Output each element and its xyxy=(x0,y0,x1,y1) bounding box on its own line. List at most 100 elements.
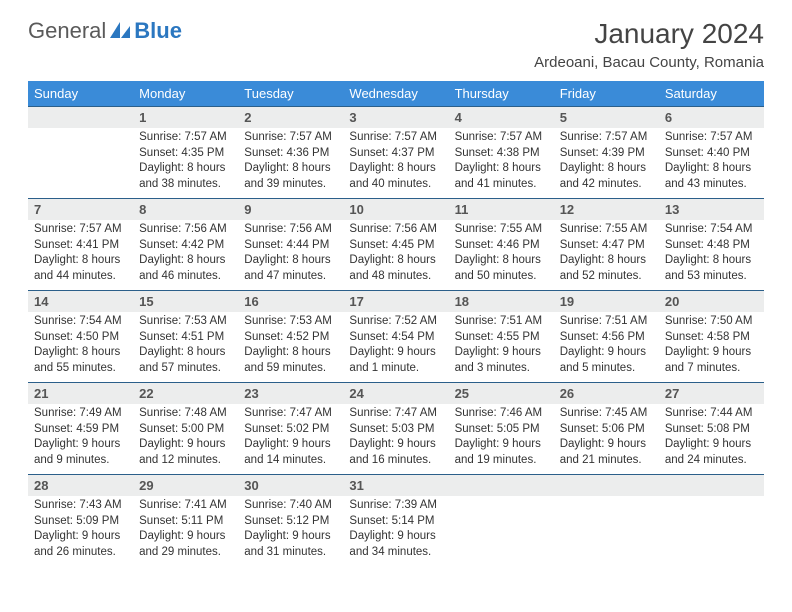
day-line: Daylight: 8 hours xyxy=(665,253,758,269)
day-line: and 52 minutes. xyxy=(560,269,653,285)
day-line: Sunset: 4:58 PM xyxy=(665,330,758,346)
day-number xyxy=(554,475,659,496)
day-line: and 5 minutes. xyxy=(560,361,653,377)
daynum-row: 21222324252627 xyxy=(28,383,764,404)
day-line: Sunset: 4:45 PM xyxy=(349,238,442,254)
day-number: 22 xyxy=(133,383,238,404)
day-line: Sunset: 4:42 PM xyxy=(139,238,232,254)
day-line: Daylight: 9 hours xyxy=(665,345,758,361)
day-line: and 24 minutes. xyxy=(665,453,758,469)
day-line: and 40 minutes. xyxy=(349,177,442,193)
day-number: 2 xyxy=(238,107,343,128)
day-line: Daylight: 8 hours xyxy=(349,161,442,177)
day-line: Daylight: 8 hours xyxy=(139,253,232,269)
day-line: and 34 minutes. xyxy=(349,545,442,561)
day-line: Sunset: 4:55 PM xyxy=(455,330,548,346)
day-line: Sunrise: 7:48 AM xyxy=(139,406,232,422)
day-content: Sunrise: 7:56 AMSunset: 4:42 PMDaylight:… xyxy=(133,220,238,290)
day-line: and 3 minutes. xyxy=(455,361,548,377)
day-line: Sunset: 5:12 PM xyxy=(244,514,337,530)
day-line: Daylight: 8 hours xyxy=(244,345,337,361)
day-line: and 31 minutes. xyxy=(244,545,337,561)
day-line: and 19 minutes. xyxy=(455,453,548,469)
day-line: Sunrise: 7:55 AM xyxy=(560,222,653,238)
day-content xyxy=(554,496,659,566)
day-line: Sunset: 4:41 PM xyxy=(34,238,127,254)
logo-sail-icon xyxy=(110,18,130,44)
day-line: Sunrise: 7:57 AM xyxy=(34,222,127,238)
day-line: Sunset: 4:37 PM xyxy=(349,146,442,162)
daycontent-row: Sunrise: 7:43 AMSunset: 5:09 PMDaylight:… xyxy=(28,496,764,566)
day-line: Daylight: 8 hours xyxy=(455,161,548,177)
day-content: Sunrise: 7:57 AMSunset: 4:40 PMDaylight:… xyxy=(659,128,764,198)
day-line: and 7 minutes. xyxy=(665,361,758,377)
day-content: Sunrise: 7:55 AMSunset: 4:46 PMDaylight:… xyxy=(449,220,554,290)
header: General Blue January 2024 xyxy=(28,18,764,50)
day-line: Sunset: 4:51 PM xyxy=(139,330,232,346)
day-line: Sunrise: 7:53 AM xyxy=(244,314,337,330)
day-number: 4 xyxy=(449,107,554,128)
calendar-header-cell: Tuesday xyxy=(238,81,343,106)
day-number xyxy=(449,475,554,496)
day-line: Daylight: 9 hours xyxy=(34,437,127,453)
day-line: Sunrise: 7:56 AM xyxy=(139,222,232,238)
day-line: Sunrise: 7:54 AM xyxy=(665,222,758,238)
day-content: Sunrise: 7:47 AMSunset: 5:03 PMDaylight:… xyxy=(343,404,448,474)
day-number: 11 xyxy=(449,199,554,220)
day-number xyxy=(659,475,764,496)
day-content: Sunrise: 7:43 AMSunset: 5:09 PMDaylight:… xyxy=(28,496,133,566)
day-line: Daylight: 9 hours xyxy=(560,437,653,453)
day-number: 20 xyxy=(659,291,764,312)
day-line: Daylight: 9 hours xyxy=(455,345,548,361)
day-content: Sunrise: 7:57 AMSunset: 4:36 PMDaylight:… xyxy=(238,128,343,198)
day-content: Sunrise: 7:41 AMSunset: 5:11 PMDaylight:… xyxy=(133,496,238,566)
day-line: Sunrise: 7:55 AM xyxy=(455,222,548,238)
logo-text-blue: Blue xyxy=(134,18,182,44)
day-line: Sunrise: 7:51 AM xyxy=(560,314,653,330)
day-content: Sunrise: 7:51 AMSunset: 4:56 PMDaylight:… xyxy=(554,312,659,382)
day-line: Daylight: 9 hours xyxy=(349,345,442,361)
day-line: Sunset: 5:11 PM xyxy=(139,514,232,530)
day-content: Sunrise: 7:57 AMSunset: 4:39 PMDaylight:… xyxy=(554,128,659,198)
day-content: Sunrise: 7:56 AMSunset: 4:44 PMDaylight:… xyxy=(238,220,343,290)
calendar-week: 28293031Sunrise: 7:43 AMSunset: 5:09 PMD… xyxy=(28,474,764,566)
calendar-week: 123456 Sunrise: 7:57 AM Sunset: 4:35 PM Day… xyxy=(28,106,764,198)
calendar-week: 14151617181920Sunrise: 7:54 AMSunset: 4:… xyxy=(28,290,764,382)
calendar-week: 78910111213Sunrise: 7:57 AMSunset: 4:41 … xyxy=(28,198,764,290)
day-content: Sunrise: 7:44 AMSunset: 5:08 PMDaylight:… xyxy=(659,404,764,474)
day-line: Daylight: 9 hours xyxy=(34,529,127,545)
calendar-header-cell: Monday xyxy=(133,81,238,106)
day-line: Sunrise: 7:57 AM xyxy=(665,130,758,146)
day-number: 30 xyxy=(238,475,343,496)
day-line: Daylight: 8 hours xyxy=(560,253,653,269)
day-line: Sunrise: 7:41 AM xyxy=(139,498,232,514)
day-content: Sunrise: 7:57 AMSunset: 4:38 PMDaylight:… xyxy=(449,128,554,198)
calendar-header-cell: Sunday xyxy=(28,81,133,106)
day-line: and 12 minutes. xyxy=(139,453,232,469)
calendar-header-row: SundayMondayTuesdayWednesdayThursdayFrid… xyxy=(28,81,764,106)
calendar-header-cell: Saturday xyxy=(659,81,764,106)
calendar-week: 21222324252627Sunrise: 7:49 AMSunset: 4:… xyxy=(28,382,764,474)
day-line: and 55 minutes. xyxy=(34,361,127,377)
day-line: Sunrise: 7:47 AM xyxy=(349,406,442,422)
day-content xyxy=(28,128,133,198)
daycontent-row: Sunrise: 7:54 AMSunset: 4:50 PMDaylight:… xyxy=(28,312,764,382)
day-content: Sunrise: 7:56 AMSunset: 4:45 PMDaylight:… xyxy=(343,220,448,290)
day-number xyxy=(28,107,133,128)
day-number: 17 xyxy=(343,291,448,312)
day-number: 8 xyxy=(133,199,238,220)
day-line: Sunset: 4:35 PM xyxy=(139,146,232,162)
day-number: 21 xyxy=(28,383,133,404)
day-line: Daylight: 9 hours xyxy=(139,437,232,453)
day-line: and 26 minutes. xyxy=(34,545,127,561)
day-content: Sunrise: 7:57 AMSunset: 4:37 PMDaylight:… xyxy=(343,128,448,198)
day-line: Sunset: 4:48 PM xyxy=(665,238,758,254)
day-line: Sunset: 5:09 PM xyxy=(34,514,127,530)
day-content: Sunrise: 7:39 AMSunset: 5:14 PMDaylight:… xyxy=(343,496,448,566)
day-number: 15 xyxy=(133,291,238,312)
day-content: Sunrise: 7:40 AMSunset: 5:12 PMDaylight:… xyxy=(238,496,343,566)
day-content: Sunrise: 7:54 AMSunset: 4:48 PMDaylight:… xyxy=(659,220,764,290)
daynum-row: 123456 xyxy=(28,107,764,128)
day-content: Sunrise: 7:54 AMSunset: 4:50 PMDaylight:… xyxy=(28,312,133,382)
day-number: 7 xyxy=(28,199,133,220)
